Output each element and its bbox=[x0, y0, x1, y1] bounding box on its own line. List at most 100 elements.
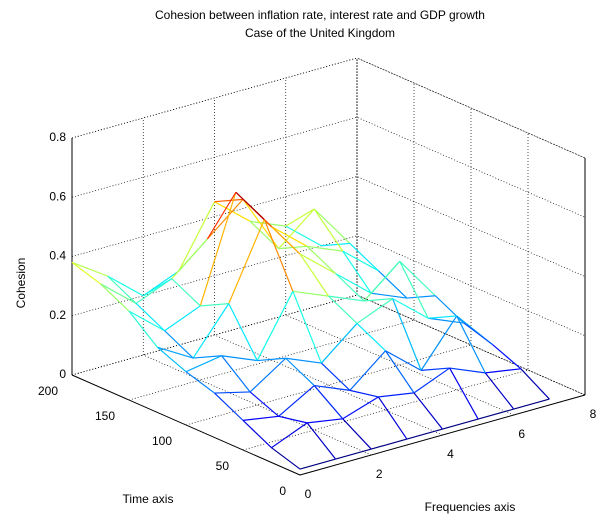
grid-line bbox=[242, 133, 529, 451]
mesh-edge bbox=[377, 396, 408, 440]
grid-line bbox=[142, 118, 372, 456]
mesh-edge bbox=[228, 219, 265, 304]
mesh-edge bbox=[371, 292, 407, 299]
mesh-edge bbox=[128, 310, 165, 332]
mesh-edge bbox=[378, 392, 415, 398]
mesh-edge bbox=[342, 418, 372, 450]
grid-line bbox=[71, 58, 358, 376]
mesh-edge bbox=[299, 253, 329, 297]
mesh-edge bbox=[249, 357, 287, 393]
mesh-edge bbox=[320, 362, 351, 391]
mesh-edge bbox=[100, 283, 137, 304]
mesh-edge bbox=[413, 367, 450, 394]
mesh-edge bbox=[107, 275, 137, 304]
x-tick-label: 0 bbox=[305, 487, 312, 501]
mesh-edge bbox=[520, 368, 550, 400]
mesh-edge bbox=[406, 295, 436, 299]
mesh-edge bbox=[292, 290, 329, 297]
mesh-edge bbox=[221, 355, 251, 393]
mesh-edge bbox=[299, 458, 336, 470]
mesh-edge bbox=[285, 208, 315, 227]
mesh-edge bbox=[228, 303, 258, 361]
x-tick-label: 4 bbox=[447, 447, 454, 461]
mesh-edge bbox=[364, 298, 393, 302]
mesh-edge bbox=[307, 245, 343, 252]
x-tick-label: 6 bbox=[518, 427, 525, 441]
mesh-edge bbox=[307, 418, 343, 424]
mesh-edge bbox=[271, 226, 301, 255]
mesh-edge bbox=[292, 291, 322, 364]
mesh-edge bbox=[71, 261, 108, 277]
z-tick-label: 0.4 bbox=[49, 249, 66, 263]
mesh-edge bbox=[100, 283, 130, 312]
mesh-edge bbox=[406, 428, 443, 440]
mesh-edge bbox=[142, 278, 173, 297]
mesh-edge bbox=[271, 447, 301, 470]
mesh-edge bbox=[485, 368, 521, 374]
z-tick-label: 0.6 bbox=[49, 189, 66, 203]
mesh-edge bbox=[221, 355, 258, 362]
mesh-edge bbox=[356, 298, 393, 324]
y-tick-label: 0 bbox=[279, 484, 286, 498]
mesh-edge bbox=[342, 396, 379, 420]
mesh-edge bbox=[178, 201, 216, 272]
mesh-edge bbox=[335, 448, 372, 460]
mesh-edge bbox=[263, 219, 294, 292]
mesh-edge bbox=[349, 243, 379, 272]
z-tick-label: 0.8 bbox=[49, 130, 66, 144]
mesh-edge bbox=[349, 389, 379, 398]
y-tick-label: 50 bbox=[216, 459, 230, 473]
mesh-edge bbox=[206, 198, 244, 240]
mesh-edge bbox=[313, 385, 344, 420]
mesh-edge bbox=[342, 250, 372, 294]
mesh-edge bbox=[271, 226, 308, 247]
mesh-edge bbox=[314, 384, 350, 391]
z-tick-label: 0.2 bbox=[49, 308, 66, 322]
z-axis-label: Cohesion bbox=[14, 258, 28, 309]
chart-title: Cohesion between inflation rate, interes… bbox=[155, 8, 485, 22]
mesh-edge bbox=[456, 315, 486, 374]
mesh-edge bbox=[392, 298, 422, 371]
mesh-edge bbox=[421, 367, 450, 371]
mesh-edge bbox=[193, 355, 222, 359]
mesh-edge bbox=[164, 305, 201, 332]
mesh-edge bbox=[214, 391, 251, 394]
mesh-edge bbox=[285, 225, 322, 247]
mesh-edge bbox=[185, 371, 215, 394]
mesh-edge bbox=[420, 315, 458, 371]
mesh-edge bbox=[157, 346, 187, 373]
mesh-edge bbox=[342, 250, 379, 272]
mesh-edge bbox=[449, 367, 486, 374]
mesh-edge bbox=[306, 245, 337, 275]
mesh-edge bbox=[199, 192, 237, 307]
mesh-edge bbox=[242, 415, 279, 421]
mesh-edge bbox=[242, 419, 272, 449]
mesh-edge bbox=[285, 357, 315, 386]
mesh-edge bbox=[185, 355, 222, 373]
z-tick-label: 0 bbox=[59, 367, 66, 381]
mesh-edge bbox=[157, 346, 194, 359]
grid-line bbox=[71, 116, 586, 218]
mesh-edge bbox=[214, 392, 244, 421]
mesh-edge bbox=[192, 303, 230, 359]
mesh-edge bbox=[335, 273, 365, 302]
mesh-edge bbox=[413, 392, 443, 430]
grid-line bbox=[71, 138, 301, 476]
y-tick-label: 200 bbox=[38, 384, 58, 398]
mesh-edge bbox=[328, 295, 358, 324]
mesh-edge bbox=[513, 398, 550, 410]
mesh-edge bbox=[335, 273, 372, 294]
mesh-edge bbox=[385, 350, 422, 371]
mesh-edge bbox=[278, 208, 315, 250]
mesh-edge bbox=[214, 198, 244, 203]
mesh-edge bbox=[371, 438, 408, 450]
grid-line bbox=[71, 235, 586, 337]
mesh-edge bbox=[349, 350, 386, 391]
mesh-edge bbox=[200, 303, 229, 307]
mesh-edge bbox=[278, 415, 308, 424]
mesh-edge bbox=[321, 242, 350, 247]
mesh-edge bbox=[428, 317, 464, 324]
x-tick-label: 8 bbox=[590, 407, 597, 421]
mesh-edge bbox=[463, 322, 493, 345]
